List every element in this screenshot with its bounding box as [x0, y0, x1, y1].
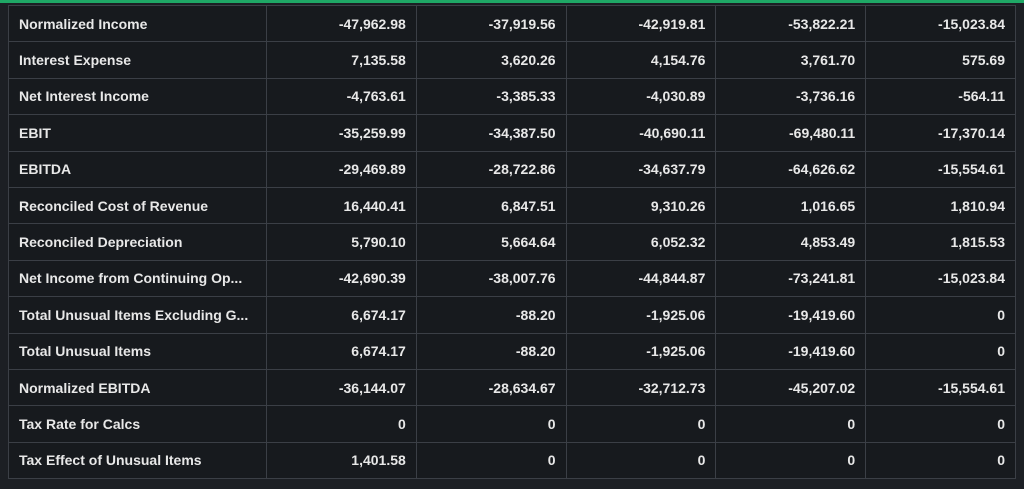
- table-row: Interest Expense 7,135.58 3,620.26 4,154.76…: [8, 41, 1016, 79]
- value-cell: 9,310.26: [565, 186, 717, 225]
- table-row: Normalized Income -47,962.98 -37,919.56 -42…: [8, 4, 1016, 43]
- value-cell: 1,401.58: [266, 441, 417, 480]
- value-cell: 1,016.65: [715, 186, 867, 225]
- value-cell: -35,259.99: [266, 114, 417, 152]
- value-cell: -1,925.06: [565, 332, 717, 370]
- value-cell: -47,962.98: [266, 4, 417, 43]
- value-cell: -34,637.79: [565, 150, 717, 188]
- row-label: Net Income from Continuing Op...: [8, 259, 267, 298]
- value-cell: -17,370.14: [865, 114, 1016, 152]
- value-cell: 0: [415, 441, 567, 480]
- value-cell: -29,469.89: [266, 150, 417, 188]
- value-cell: -4,763.61: [266, 77, 417, 116]
- value-cell: -28,722.86: [415, 150, 567, 188]
- value-cell: -45,207.02: [715, 368, 867, 407]
- value-cell: -40,690.11: [565, 114, 717, 152]
- row-label: Interest Expense: [8, 41, 267, 79]
- value-cell: 7,135.58: [266, 41, 417, 79]
- value-cell: 1,815.53: [865, 223, 1016, 261]
- row-label: Net Interest Income: [8, 77, 267, 116]
- value-cell: 0: [865, 332, 1016, 370]
- value-cell: 0: [565, 405, 717, 443]
- row-label: Tax Rate for Calcs: [8, 405, 267, 443]
- table-row: EBITDA -29,469.89 -28,722.86 -34,637.79 -64,…: [8, 150, 1016, 188]
- value-cell: 0: [865, 441, 1016, 480]
- value-cell: 16,440.41: [266, 186, 417, 225]
- value-cell: -88.20: [415, 296, 567, 334]
- value-cell: -38,007.76: [415, 259, 567, 298]
- value-cell: -53,822.21: [715, 4, 867, 43]
- value-cell: -42,919.81: [565, 4, 717, 43]
- table-row: Normalized EBITDA -36,144.07 -28,634.67 -32…: [8, 368, 1016, 407]
- value-cell: -44,844.87: [565, 259, 717, 298]
- value-cell: -15,554.61: [865, 150, 1016, 188]
- value-cell: 0: [715, 441, 867, 480]
- row-label: Total Unusual Items: [8, 332, 267, 370]
- table-row: Tax Rate for Calcs 0 0 0 0 0: [8, 405, 1016, 443]
- value-cell: 6,847.51: [415, 186, 567, 225]
- table-row: Reconciled Cost of Revenue 16,440.41 6,847…: [8, 186, 1016, 225]
- value-cell: -69,480.11: [715, 114, 867, 152]
- value-cell: -15,023.84: [865, 259, 1016, 298]
- value-cell: -64,626.62: [715, 150, 867, 188]
- table-row: Net Income from Continuing Op... -42,690.…: [8, 259, 1016, 298]
- value-cell: 5,790.10: [266, 223, 417, 261]
- value-cell: 6,052.32: [565, 223, 717, 261]
- value-cell: 6,674.17: [266, 296, 417, 334]
- value-cell: 4,154.76: [565, 41, 717, 79]
- row-label: Normalized Income: [8, 4, 267, 43]
- value-cell: -15,554.61: [865, 368, 1016, 407]
- value-cell: -4,030.89: [565, 77, 717, 116]
- value-cell: 0: [415, 405, 567, 443]
- financials-table: Normalized Income -47,962.98 -37,919.56 -42…: [8, 4, 1016, 480]
- value-cell: 0: [715, 405, 867, 443]
- table-row: Tax Effect of Unusual Items 1,401.58 0 0 0 0: [8, 441, 1016, 480]
- table-row: EBIT -35,259.99 -34,387.50 -40,690.11 -69,48…: [8, 114, 1016, 152]
- value-cell: 3,620.26: [415, 41, 567, 79]
- value-cell: -1,925.06: [565, 296, 717, 334]
- row-label: Reconciled Cost of Revenue: [8, 186, 267, 225]
- value-cell: -28,634.67: [415, 368, 567, 407]
- value-cell: 575.69: [865, 41, 1016, 79]
- value-cell: 5,664.64: [415, 223, 567, 261]
- table-row: Total Unusual Items 6,674.17 -88.20 -1,925.…: [8, 332, 1016, 370]
- value-cell: 3,761.70: [715, 41, 867, 79]
- value-cell: -3,385.33: [415, 77, 567, 116]
- value-cell: -42,690.39: [266, 259, 417, 298]
- value-cell: -3,736.16: [715, 77, 867, 116]
- row-label: Normalized EBITDA: [8, 368, 267, 407]
- row-label: EBITDA: [8, 150, 267, 188]
- value-cell: -73,241.81: [715, 259, 867, 298]
- value-cell: -32,712.73: [565, 368, 717, 407]
- value-cell: 0: [865, 296, 1016, 334]
- value-cell: 0: [266, 405, 417, 443]
- value-cell: 0: [865, 405, 1016, 443]
- table-row: Total Unusual Items Excluding G... 6,674.…: [8, 296, 1016, 334]
- table-row: Reconciled Depreciation 5,790.10 5,664.64 6…: [8, 223, 1016, 261]
- value-cell: -564.11: [865, 77, 1016, 116]
- row-label: EBIT: [8, 114, 267, 152]
- value-cell: -36,144.07: [266, 368, 417, 407]
- value-cell: 6,674.17: [266, 332, 417, 370]
- row-label: Reconciled Depreciation: [8, 223, 267, 261]
- value-cell: -15,023.84: [865, 4, 1016, 43]
- row-label: Total Unusual Items Excluding G...: [8, 296, 267, 334]
- row-label: Tax Effect of Unusual Items: [8, 441, 267, 480]
- value-cell: -37,919.56: [415, 4, 567, 43]
- value-cell: 1,810.94: [865, 186, 1016, 225]
- value-cell: -34,387.50: [415, 114, 567, 152]
- value-cell: -88.20: [415, 332, 567, 370]
- table-row: Net Interest Income -4,763.61 -3,385.33 -4,…: [8, 77, 1016, 116]
- value-cell: 4,853.49: [715, 223, 867, 261]
- value-cell: -19,419.60: [715, 332, 867, 370]
- accent-bar: [0, 0, 1024, 3]
- value-cell: -19,419.60: [715, 296, 867, 334]
- value-cell: 0: [565, 441, 717, 480]
